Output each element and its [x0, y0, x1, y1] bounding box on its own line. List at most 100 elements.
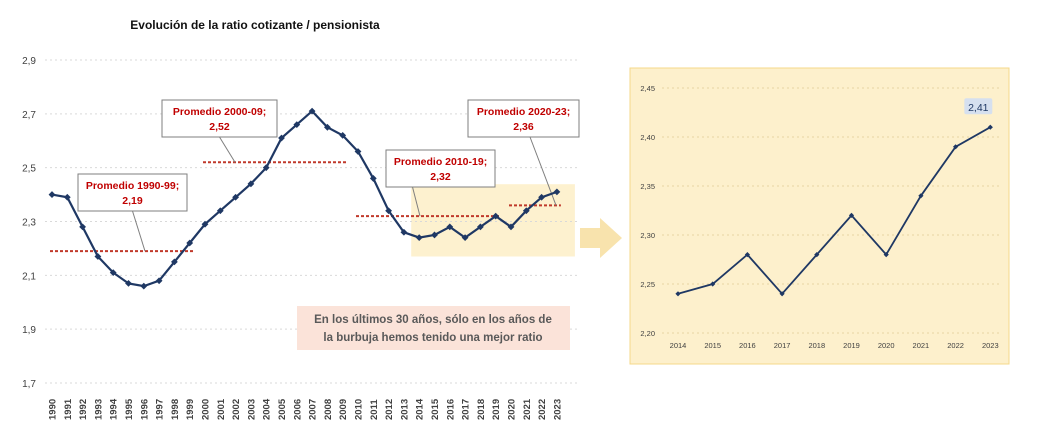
- callout-value: 2,19: [122, 195, 143, 207]
- x-tick-label: 1994: [109, 398, 120, 420]
- series-point: [293, 121, 301, 128]
- zoom-series-point: [779, 291, 785, 297]
- zoom-series-point: [814, 252, 820, 258]
- zoom-series-point: [848, 212, 855, 218]
- annotation-background: [297, 306, 570, 350]
- series-point: [339, 131, 347, 139]
- x-tick-label: 2020: [507, 399, 518, 420]
- x-tick-label: 2019: [491, 399, 502, 420]
- series-point: [247, 180, 255, 188]
- average-callout: Promedio 1990-99; 2,19: [77, 173, 188, 212]
- series-point: [522, 207, 530, 215]
- series-points: [48, 107, 561, 290]
- series-point: [171, 258, 178, 266]
- x-tick-label: 2013: [399, 399, 410, 420]
- chart-title: Evolución de la ratio cotizante / pensio…: [130, 18, 380, 32]
- zoom-x-tick-labels: 2014 2015 2016 2017 2018 2019 2020 2021 2022 2023: [670, 341, 999, 350]
- series-point: [369, 175, 377, 182]
- zoom-series-point: [883, 252, 889, 258]
- x-tick-label: 2005: [277, 398, 288, 420]
- zoom-series-point: [987, 124, 993, 130]
- series-point: [48, 191, 56, 198]
- zoom-series-points: [675, 124, 993, 297]
- zoom-chart-background: [629, 67, 1010, 365]
- zoom-x-tick-label: 2021: [913, 341, 930, 350]
- zoom-x-tick-label: 2020: [878, 341, 895, 350]
- series-point: [94, 253, 102, 260]
- annotation-box: En los últimos 30 años, sólo en los años…: [297, 306, 570, 350]
- x-tick-label: 2022: [537, 399, 548, 420]
- callout-value: 2,52: [209, 121, 230, 133]
- series-point: [186, 239, 194, 247]
- callout-box: [467, 99, 580, 138]
- series-point: [216, 207, 224, 215]
- series-point: [278, 134, 285, 142]
- x-tick-label: 2000: [201, 399, 212, 420]
- callout-connector: [219, 136, 236, 163]
- y-tick-label: 2,5: [22, 164, 36, 175]
- zoom-y-tick-label: 2,30: [640, 231, 655, 240]
- x-tick-label: 1990: [48, 399, 59, 420]
- average-callout: Promedio 2010-19; 2,32: [385, 149, 496, 188]
- x-tick-label: 2012: [384, 399, 395, 420]
- x-tick-label: 2016: [445, 399, 456, 420]
- callout-box: [161, 99, 278, 138]
- x-tick-label: 2008: [323, 399, 334, 420]
- zoom-chart: 2,202,252,302,352,402,45 2014 2015 2016 201…: [629, 67, 1010, 365]
- series-point: [232, 193, 239, 201]
- x-tick-label: 2010: [354, 399, 365, 420]
- x-tick-label: 1991: [63, 398, 74, 420]
- series-point: [553, 188, 561, 196]
- series-point: [308, 107, 316, 115]
- series-point: [415, 234, 423, 242]
- y-tick-label: 2,9: [22, 56, 36, 67]
- callout-value: 2,32: [430, 171, 451, 183]
- series-point: [446, 223, 454, 231]
- zoom-series-point: [918, 193, 924, 199]
- callout-box: [77, 173, 188, 212]
- zoom-series-line: [677, 126, 991, 296]
- average-callouts: Promedio 1990-99; 2,19 Promedio 2000-09; 2,…: [77, 99, 580, 212]
- zoom-y-tick-label: 2,35: [640, 182, 655, 191]
- x-tick-label: 2009: [338, 399, 349, 420]
- y-tick-label: 2,3: [22, 218, 36, 229]
- x-tick-label: 2015: [430, 398, 441, 420]
- main-chart: Evolución de la ratio cotizante / pensio…: [22, 18, 580, 420]
- callout-connector: [132, 210, 146, 252]
- zoom-y-tick-label: 2,20: [640, 329, 655, 338]
- x-tick-label: 2021: [522, 398, 533, 420]
- zoom-x-tick-label: 2016: [739, 341, 756, 350]
- zoom-x-tick-label: 2023: [982, 341, 999, 350]
- y-tick-label: 2,1: [22, 271, 36, 282]
- zoom-series-point: [744, 252, 750, 258]
- series-point: [125, 280, 132, 287]
- zoom-x-tick-label: 2022: [947, 341, 964, 350]
- zoom-y-tick-labels: 2,20 2,25 2,30 2,35 2,40 2,45: [640, 84, 655, 338]
- zoom-data-labels: 2,41: [964, 98, 993, 115]
- series-point: [140, 282, 148, 290]
- data-label: 2,41: [968, 102, 989, 114]
- callout-label: Promedio 1990-99;: [86, 180, 179, 192]
- x-tick-label: 2001: [216, 398, 227, 420]
- average-callout: Promedio 2000-09; 2,52: [161, 99, 278, 138]
- callout-connector: [412, 186, 421, 217]
- zoom-series-point: [953, 144, 959, 150]
- data-label-badge: [964, 98, 993, 115]
- y-tick-label: 1,9: [22, 325, 36, 336]
- x-tick-label: 1997: [155, 399, 166, 420]
- series-point: [155, 277, 163, 285]
- zoom-x-tick-label: 2018: [808, 341, 825, 350]
- annotation-line-2: la burbuja hemos tenido una mejor ratio: [323, 332, 542, 344]
- zoom-arrow: [580, 218, 622, 258]
- zoom-x-tick-label: 2017: [774, 341, 791, 350]
- callout-value: 2,36: [513, 121, 534, 133]
- annotation-line-1: En los últimos 30 años, sólo en los años…: [314, 314, 552, 326]
- callout-label: Promedio 2000-09;: [173, 106, 266, 118]
- series-point: [109, 269, 117, 277]
- y-tick-label: 1,7: [22, 379, 36, 390]
- x-tick-label: 1998: [170, 399, 181, 420]
- x-tick-label: 1999: [185, 399, 196, 420]
- series-point: [400, 228, 408, 236]
- series-point: [385, 207, 392, 215]
